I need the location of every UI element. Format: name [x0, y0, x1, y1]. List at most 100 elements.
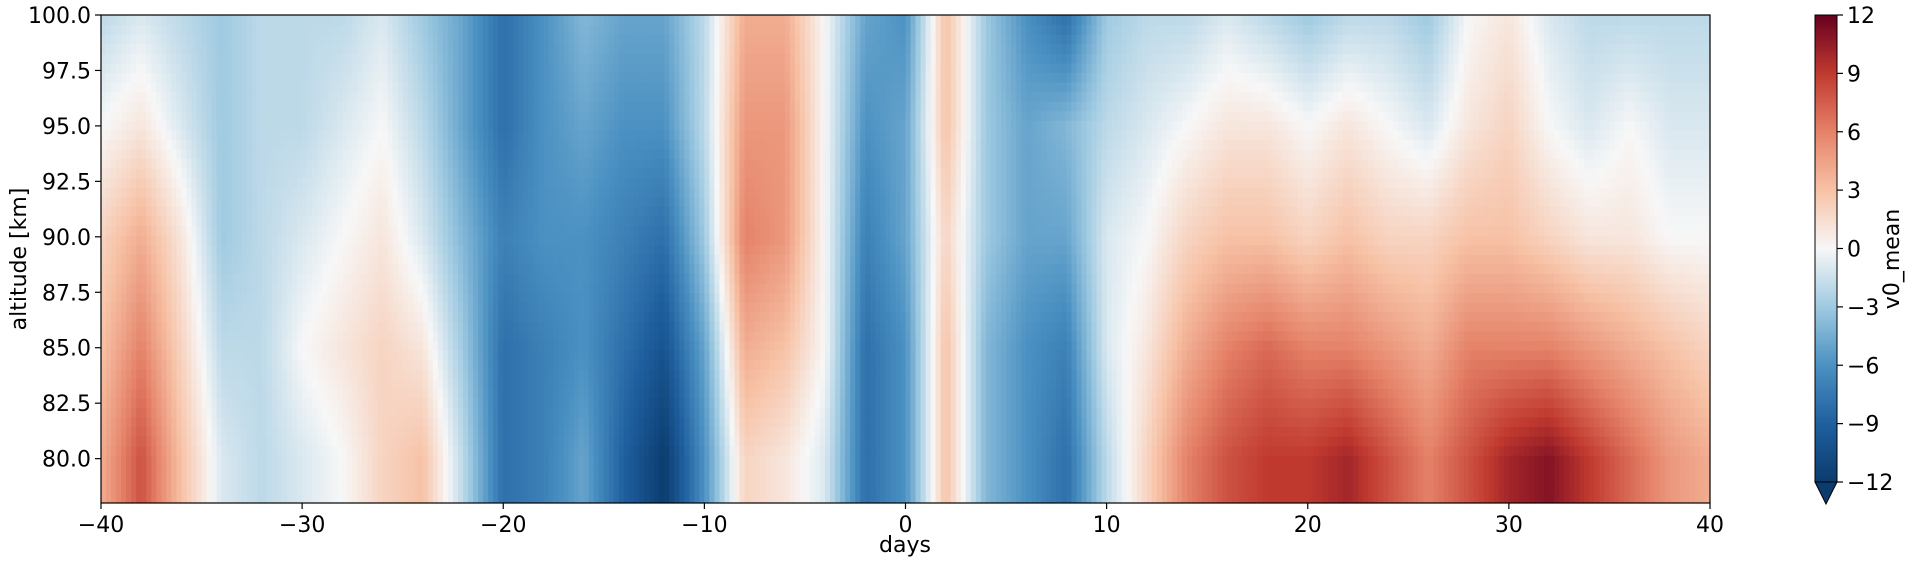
field-cell [1182, 407, 1188, 418]
field-cell [1101, 369, 1108, 380]
field-cell [1523, 359, 1530, 370]
field-cell [1111, 493, 1118, 503]
field-cell [236, 493, 243, 503]
field-cell [568, 483, 575, 495]
field-cell [649, 359, 655, 370]
field-cell [1443, 388, 1450, 399]
field-cell [1026, 445, 1032, 456]
field-cell [437, 474, 444, 485]
field-cell [417, 464, 424, 475]
field-cell [1388, 474, 1394, 485]
field-cell [256, 426, 263, 437]
field-cell [271, 359, 278, 370]
field-cell [885, 436, 892, 447]
field-cell [1101, 445, 1108, 456]
field-cell [1332, 455, 1339, 466]
field-cell [1161, 493, 1168, 503]
field-cell [1564, 397, 1570, 408]
field-cell [1463, 426, 1470, 437]
field-cell [412, 349, 419, 361]
field-cell [1287, 388, 1294, 399]
field-cell [106, 369, 112, 380]
field-cell [644, 474, 650, 485]
field-cell [543, 407, 550, 418]
field-cell [628, 493, 635, 503]
field-cell [1187, 359, 1193, 370]
field-cell [1408, 359, 1414, 370]
field-cell [1403, 416, 1409, 428]
field-cell [1639, 369, 1646, 380]
field-cell [1353, 455, 1359, 466]
field-cell [1398, 407, 1404, 418]
field-cell [664, 455, 670, 466]
field-cell [151, 388, 157, 399]
field-cell [1579, 416, 1585, 428]
field-cell [1192, 359, 1198, 370]
field-cell [352, 474, 359, 485]
field-cell [377, 436, 384, 447]
field-cell [518, 493, 524, 503]
field-cell [608, 369, 615, 380]
field-cell [287, 436, 293, 447]
field-cell [397, 445, 404, 456]
field-cell [493, 474, 499, 485]
field-cell [297, 436, 303, 447]
field-cell [312, 436, 318, 447]
field-cell [297, 445, 303, 456]
field-cell [699, 474, 705, 485]
field-cell [317, 359, 323, 370]
field-cell [568, 416, 575, 428]
field-cell [1001, 436, 1007, 447]
field-cell [131, 483, 137, 495]
field-cell [538, 464, 545, 475]
field-cell [633, 455, 640, 466]
field-cell [1031, 455, 1037, 466]
field-cell [362, 436, 369, 447]
field-cell [930, 426, 937, 437]
field-cell [1292, 397, 1299, 408]
field-cell [473, 359, 479, 370]
field-cell [784, 416, 791, 428]
field-cell [1398, 445, 1404, 456]
field-cell [1664, 388, 1671, 399]
field-cell [608, 436, 615, 447]
field-cell [1141, 397, 1148, 408]
field-cell [664, 369, 670, 380]
field-cell [146, 369, 152, 380]
field-cell [181, 436, 188, 447]
field-cell [483, 464, 489, 475]
field-cell [1433, 407, 1440, 418]
field-cell [1292, 474, 1299, 485]
field-cell [1699, 474, 1706, 485]
field-cell [412, 388, 419, 399]
field-cell [900, 426, 907, 437]
field-cell [1544, 464, 1550, 475]
field-cell [769, 416, 776, 428]
field-cell [985, 455, 992, 466]
field-cell [498, 378, 504, 389]
field-cell [644, 426, 650, 437]
field-cell [302, 369, 308, 380]
field-cell [1086, 455, 1093, 466]
field-cell [292, 483, 298, 495]
field-cell [1423, 483, 1430, 495]
field-cell [1584, 388, 1590, 399]
field-cell [513, 388, 519, 399]
field-cell [1317, 397, 1324, 408]
field-cell [382, 416, 389, 428]
field-cell [553, 407, 560, 418]
field-cell [1579, 388, 1585, 399]
field-cell [1171, 455, 1178, 466]
field-cell [372, 426, 379, 437]
field-cell [1081, 493, 1088, 503]
field-cell [1257, 483, 1264, 495]
field-cell [1694, 407, 1701, 418]
field-cell [211, 397, 218, 408]
field-cell [1202, 455, 1208, 466]
field-cell [332, 416, 338, 428]
field-cell [432, 407, 439, 418]
field-cell [216, 445, 223, 456]
field-cell [865, 349, 871, 361]
field-cell [855, 397, 861, 408]
field-cell [1528, 455, 1535, 466]
